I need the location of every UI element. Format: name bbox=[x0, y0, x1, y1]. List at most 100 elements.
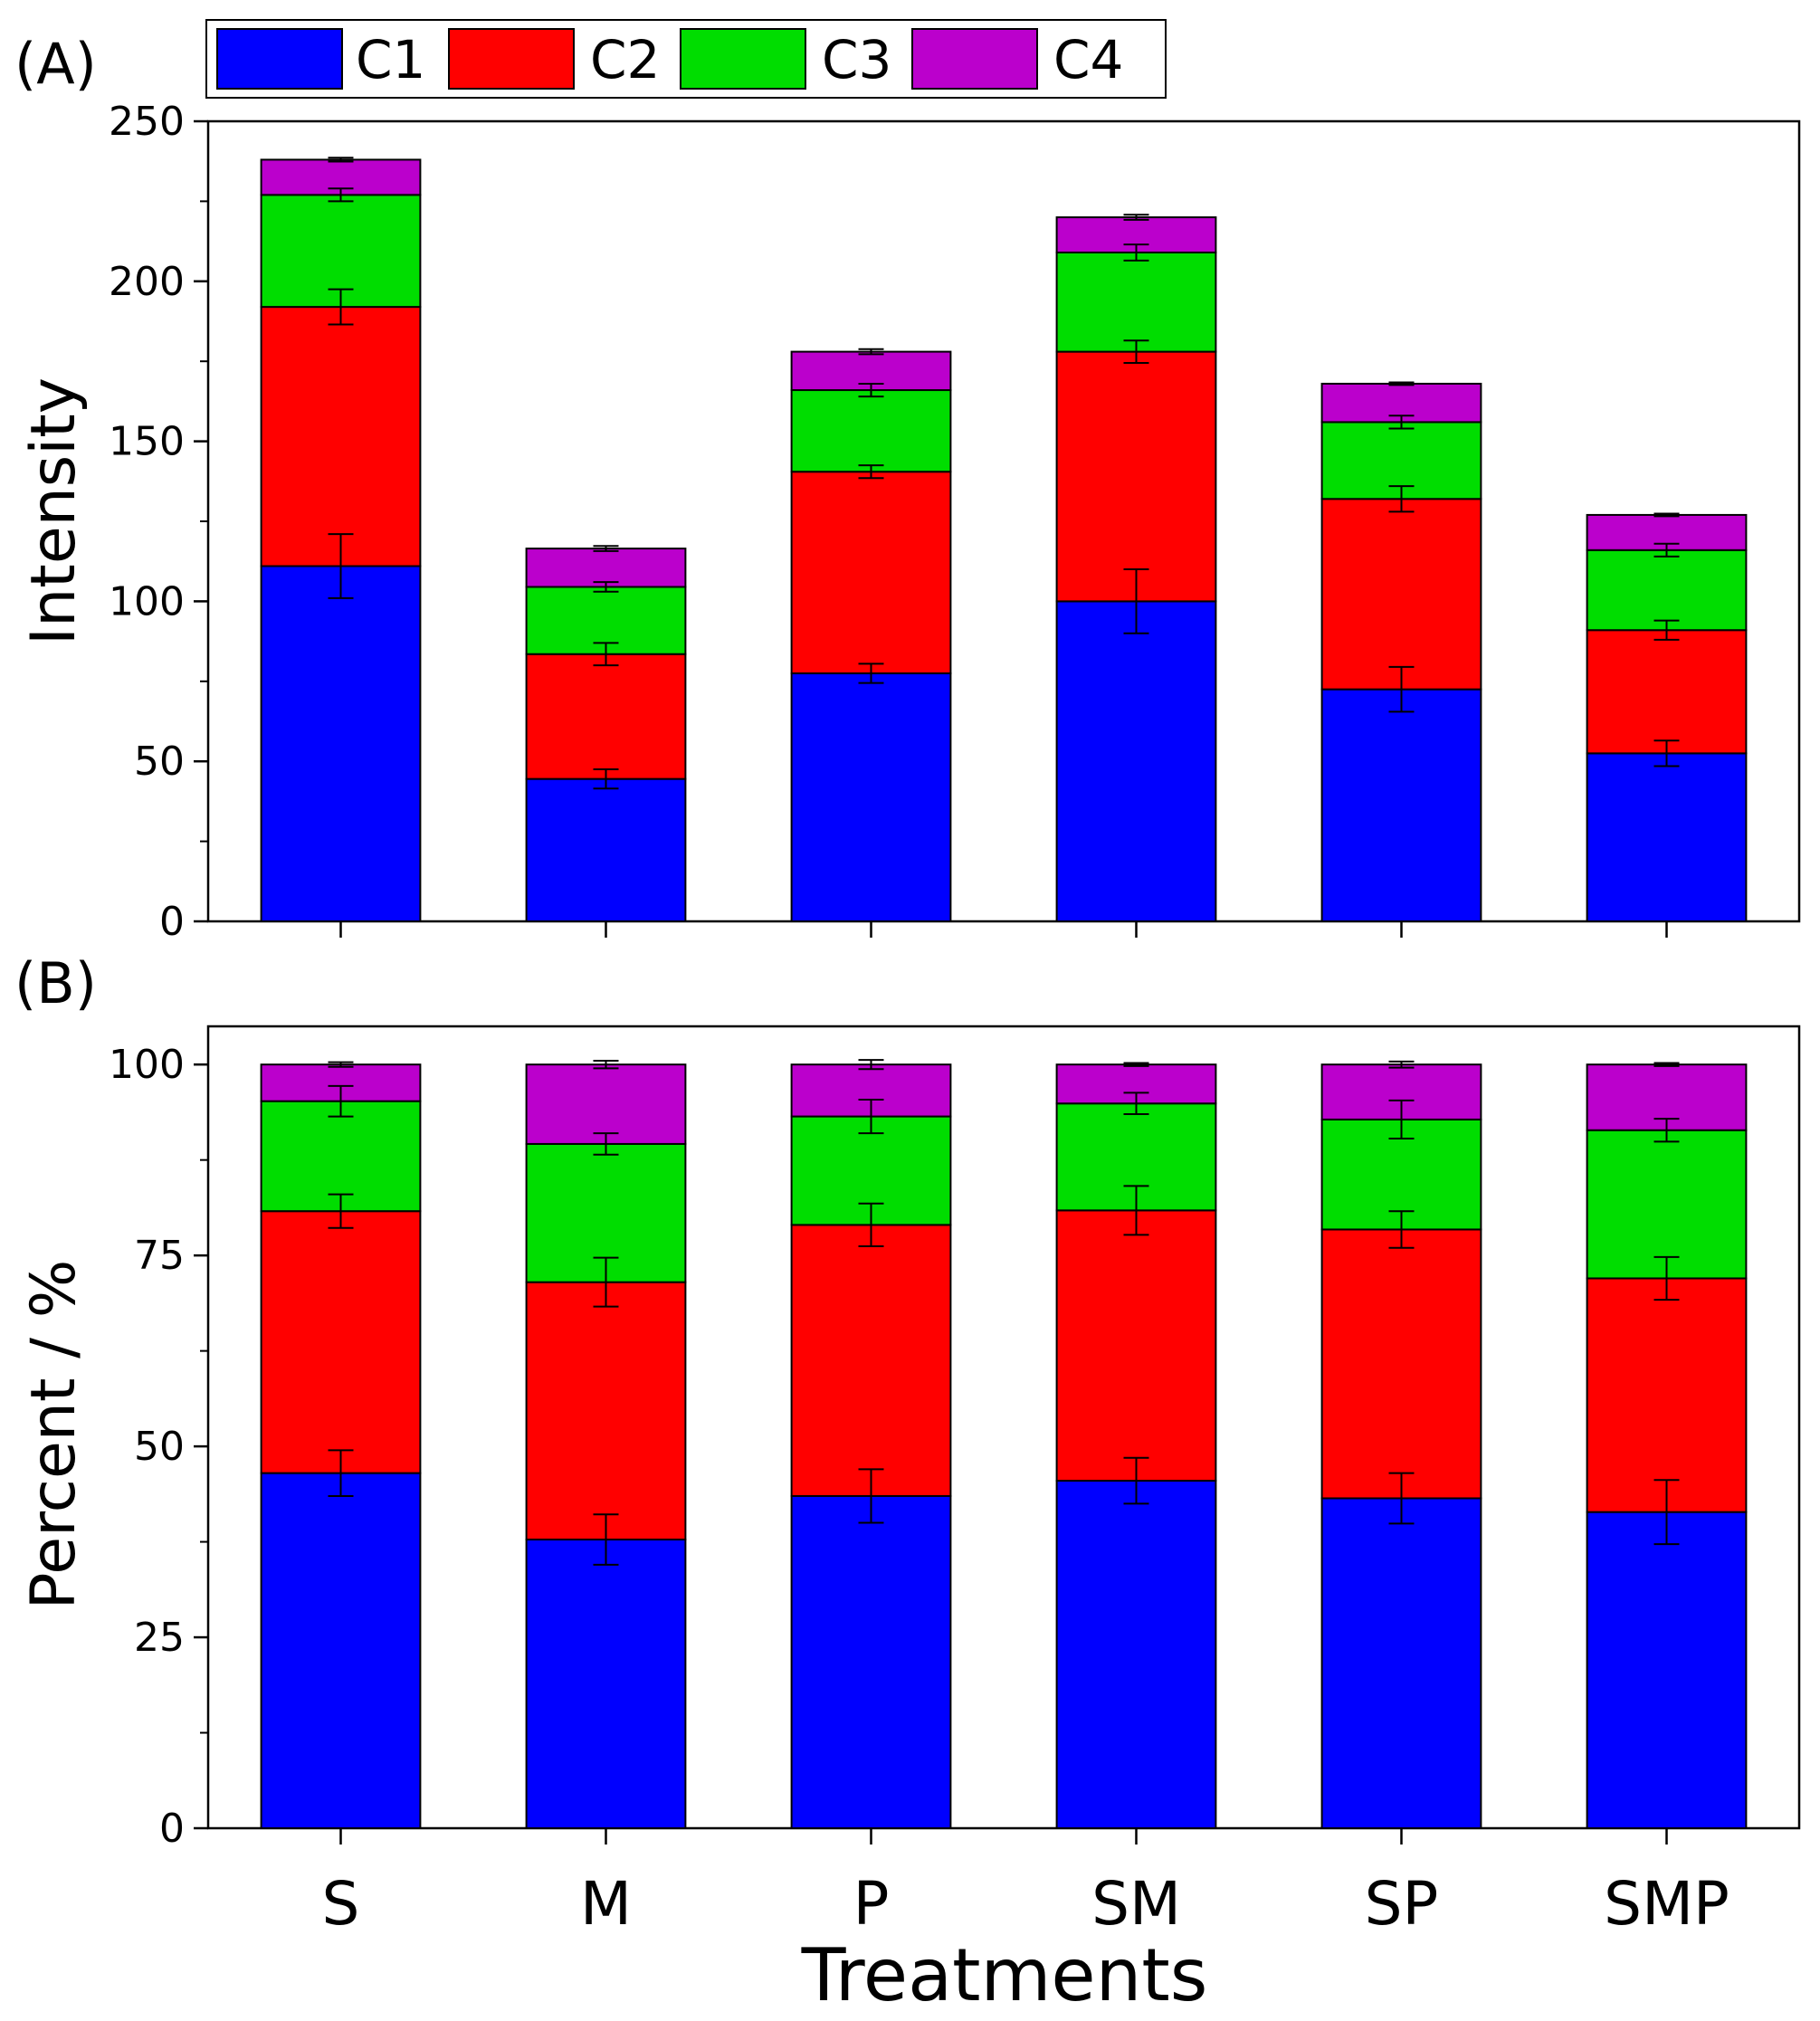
panel-b-ylabel: Percent / % bbox=[18, 1260, 90, 1610]
panel-a-ylabel: Intensity bbox=[18, 377, 90, 645]
panel-a-plot: 0 50 100 150 200 250 bbox=[109, 99, 1801, 945]
bar-a-smp-c3 bbox=[1586, 548, 1748, 632]
y-tick-label-a-4: 200 bbox=[109, 259, 185, 305]
bar-b-p-c1 bbox=[790, 1494, 952, 1829]
error-bar-a-sp-c3 bbox=[1388, 415, 1415, 430]
error-bar-a-sm-c1 bbox=[1123, 568, 1149, 634]
error-bar-a-p-c4 bbox=[858, 348, 884, 356]
y-tick-label-b-1: 25 bbox=[134, 1615, 185, 1661]
bar-a-smp-c1 bbox=[1586, 752, 1748, 922]
error-bar-b-sp-c4 bbox=[1388, 1060, 1415, 1069]
bar-b-smp-c3 bbox=[1586, 1129, 1748, 1280]
bar-a-m-c4 bbox=[525, 548, 687, 588]
bar-b-m-c1 bbox=[525, 1539, 687, 1830]
error-bar-a-p-c2 bbox=[858, 464, 884, 480]
error-bar-b-s-c2 bbox=[328, 1193, 354, 1229]
bar-b-smp-c2 bbox=[1586, 1277, 1748, 1513]
legend-swatch-c4 bbox=[911, 28, 1038, 90]
error-bar-a-s-c3 bbox=[328, 187, 354, 203]
bar-a-s-c1 bbox=[260, 565, 422, 923]
x-tick-label-m: M bbox=[580, 1869, 632, 1939]
legend-label-c4: C4 bbox=[1053, 29, 1123, 91]
y-tick-label-b-0: 0 bbox=[159, 1806, 185, 1852]
bar-b-m-c2 bbox=[525, 1281, 687, 1541]
error-bar-a-sm-c4 bbox=[1123, 214, 1149, 221]
panel-b-label: (B) bbox=[14, 950, 97, 1016]
legend-swatch-c1 bbox=[216, 28, 343, 90]
bar-a-sm-c1 bbox=[1055, 600, 1217, 923]
bar-a-m-c1 bbox=[525, 777, 687, 923]
error-bar-a-smp-c3 bbox=[1653, 542, 1680, 558]
bar-a-sp-c1 bbox=[1320, 688, 1482, 922]
bar-b-sp-c4 bbox=[1320, 1063, 1482, 1120]
x-tick-label-sp: SP bbox=[1365, 1869, 1439, 1939]
error-bar-a-m-c2 bbox=[593, 642, 619, 667]
legend-label-c2: C2 bbox=[590, 29, 660, 91]
y-tick-label-a-5: 250 bbox=[109, 99, 185, 145]
error-bar-b-smp-c1 bbox=[1653, 1479, 1680, 1546]
y-tick-label-b-2: 50 bbox=[134, 1424, 185, 1470]
error-bar-b-sp-c3 bbox=[1388, 1099, 1415, 1140]
error-bar-a-smp-c4 bbox=[1653, 512, 1680, 518]
error-bar-b-sm-c3 bbox=[1123, 1092, 1149, 1116]
error-bar-a-sm-c3 bbox=[1123, 243, 1149, 262]
error-bar-b-sm-c4 bbox=[1123, 1062, 1149, 1067]
error-bar-b-smp-c3 bbox=[1653, 1118, 1680, 1143]
x-tick-label-sm: SM bbox=[1091, 1869, 1181, 1939]
error-bar-b-m-c1 bbox=[593, 1513, 619, 1566]
legend: C1 C2 C3 C4 bbox=[205, 19, 1167, 99]
bar-a-p-c2 bbox=[790, 471, 952, 674]
error-bar-b-p-c3 bbox=[858, 1099, 884, 1135]
error-bar-b-m-c3 bbox=[593, 1132, 619, 1156]
legend-swatch-c3 bbox=[680, 28, 806, 90]
bar-b-sp-c1 bbox=[1320, 1497, 1482, 1829]
y-tick-label-a-2: 100 bbox=[109, 578, 185, 624]
error-bar-b-s-c3 bbox=[328, 1084, 354, 1118]
bar-a-p-c1 bbox=[790, 672, 952, 923]
y-tick-label-b-3: 75 bbox=[134, 1233, 185, 1279]
error-bar-b-sp-c1 bbox=[1388, 1472, 1415, 1525]
bar-b-s-c2 bbox=[260, 1210, 422, 1474]
error-bar-b-p-c1 bbox=[858, 1468, 884, 1524]
x-axis-title: Treatments bbox=[801, 1933, 1208, 2017]
bar-a-sp-c2 bbox=[1320, 498, 1482, 691]
bar-a-p-c3 bbox=[790, 389, 952, 473]
error-bar-a-sp-c1 bbox=[1388, 665, 1415, 713]
error-bar-a-s-c4 bbox=[328, 157, 354, 163]
error-bar-a-sm-c2 bbox=[1123, 339, 1149, 364]
error-bar-b-p-c4 bbox=[858, 1059, 884, 1071]
error-bar-a-smp-c2 bbox=[1653, 619, 1680, 641]
bar-b-p-c2 bbox=[790, 1224, 952, 1497]
error-bar-a-p-c1 bbox=[858, 663, 884, 684]
bar-a-sm-c2 bbox=[1055, 350, 1217, 603]
error-bar-a-s-c1 bbox=[328, 533, 354, 599]
bar-b-sp-c2 bbox=[1320, 1228, 1482, 1500]
bar-b-s-c1 bbox=[260, 1472, 422, 1829]
legend-swatch-c2 bbox=[448, 28, 575, 90]
bar-b-sm-c2 bbox=[1055, 1209, 1217, 1482]
error-bar-a-sp-c2 bbox=[1388, 485, 1415, 513]
legend-label-c3: C3 bbox=[822, 29, 891, 91]
error-bar-b-sm-c1 bbox=[1123, 1456, 1149, 1505]
bar-b-sm-c1 bbox=[1055, 1480, 1217, 1829]
x-tick-label-smp: SMP bbox=[1604, 1869, 1729, 1939]
plot-frame-a bbox=[206, 119, 1801, 923]
y-tick-label-b-4: 100 bbox=[109, 1042, 185, 1088]
legend-label-c1: C1 bbox=[356, 29, 425, 91]
error-bar-a-m-c1 bbox=[593, 768, 619, 790]
error-bar-a-m-c3 bbox=[593, 581, 619, 593]
panel-a-label: (A) bbox=[14, 31, 97, 97]
error-bar-a-smp-c1 bbox=[1653, 739, 1680, 767]
error-bar-b-smp-c2 bbox=[1653, 1255, 1680, 1301]
bar-a-s-c2 bbox=[260, 306, 422, 567]
y-tick-label-a-1: 50 bbox=[134, 739, 185, 785]
bar-a-s-c3 bbox=[260, 194, 422, 309]
error-bar-b-m-c2 bbox=[593, 1256, 619, 1308]
bar-a-m-c2 bbox=[525, 653, 687, 780]
error-bar-a-p-c3 bbox=[858, 382, 884, 398]
y-tick-label-a-3: 150 bbox=[109, 419, 185, 465]
bar-b-smp-c1 bbox=[1586, 1511, 1748, 1829]
error-bar-b-sp-c2 bbox=[1388, 1210, 1415, 1249]
